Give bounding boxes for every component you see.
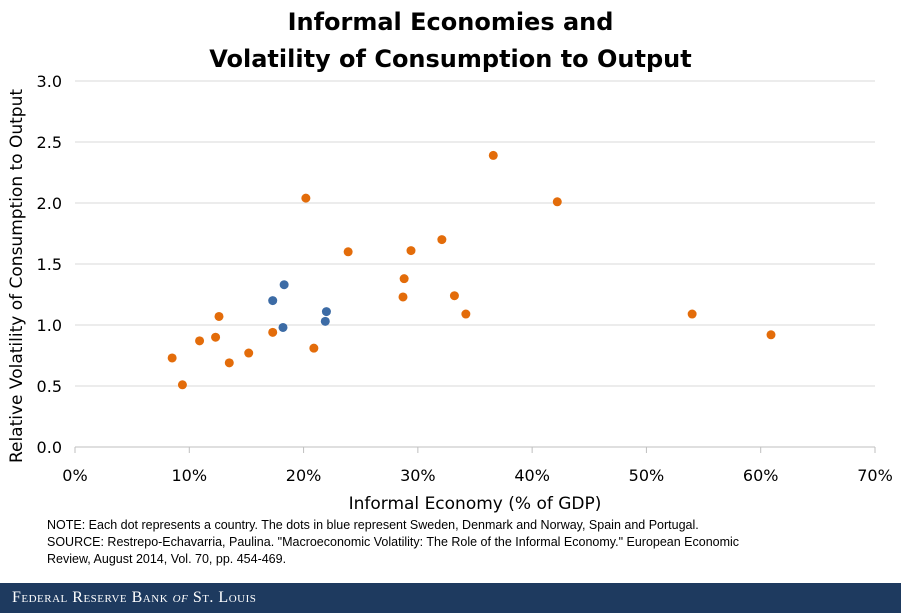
footer-bar: Federal Reserve Bank of St. Louis bbox=[0, 583, 901, 613]
chart-title: Informal Economies and Volatility of Con… bbox=[0, 4, 901, 78]
data-point bbox=[278, 322, 288, 332]
chart-title-line-1: Informal Economies and bbox=[287, 8, 614, 36]
data-point bbox=[488, 150, 498, 160]
scatter-chart: 0.0 0.5 1.0 1.5 2.0 2.5 3.0 0% 10% 20% 30% 40% 50% 6… bbox=[7, 72, 893, 514]
data-point bbox=[268, 327, 278, 337]
x-tick-label: 30% bbox=[400, 466, 436, 485]
y-tick-label: 0.0 bbox=[37, 438, 62, 457]
source-text-line-2: Review, August 2014, Vol. 70, pp. 454-46… bbox=[47, 552, 287, 566]
data-point bbox=[268, 296, 278, 306]
gridlines bbox=[75, 80, 875, 387]
y-tick-label: 3.0 bbox=[37, 72, 62, 91]
chart-notes: NOTE: Each dot represents a country. The… bbox=[47, 517, 867, 568]
data-point bbox=[461, 309, 471, 319]
data-point bbox=[399, 274, 409, 284]
y-tick-label: 2.0 bbox=[37, 194, 62, 213]
brand-of: of bbox=[172, 589, 189, 606]
x-tick-label: 60% bbox=[743, 466, 779, 485]
data-point bbox=[552, 197, 562, 207]
y-tick-label: 2.5 bbox=[37, 133, 62, 152]
data-point bbox=[211, 332, 221, 342]
data-point bbox=[167, 353, 177, 363]
data-point bbox=[687, 309, 697, 319]
y-axis-label: Relative Volatility of Consumption to Ou… bbox=[7, 89, 27, 463]
x-axis-label: Informal Economy (% of GDP) bbox=[349, 494, 602, 514]
x-tick-label: 70% bbox=[857, 466, 893, 485]
x-tick-label: 20% bbox=[286, 466, 322, 485]
data-point bbox=[309, 343, 319, 353]
data-point bbox=[244, 348, 254, 358]
data-point bbox=[214, 311, 224, 321]
data-point bbox=[449, 291, 459, 301]
x-tick-label: 50% bbox=[629, 466, 665, 485]
data-points bbox=[167, 150, 776, 390]
x-tick-label: 10% bbox=[172, 466, 208, 485]
x-tick-label: 40% bbox=[514, 466, 550, 485]
brand-part-2: St. Louis bbox=[188, 589, 257, 606]
fed-logo-text: Federal Reserve Bank of St. Louis bbox=[12, 589, 256, 607]
data-point bbox=[437, 235, 447, 245]
y-tick-label: 1.0 bbox=[37, 316, 62, 335]
brand-part-1: Federal Reserve Bank bbox=[12, 589, 173, 606]
data-point bbox=[177, 380, 187, 390]
data-point bbox=[224, 358, 234, 368]
data-point bbox=[320, 316, 330, 326]
data-point bbox=[766, 330, 776, 340]
data-point bbox=[398, 292, 408, 302]
data-point bbox=[279, 280, 289, 290]
chart-title-line-2: Volatility of Consumption to Output bbox=[209, 45, 692, 73]
data-point bbox=[321, 307, 331, 317]
data-point bbox=[195, 336, 205, 346]
note-text: NOTE: Each dot represents a country. The… bbox=[47, 518, 699, 532]
data-point bbox=[406, 246, 416, 256]
x-tick-labels: 0% 10% 20% 30% 40% 50% 60% 70% bbox=[62, 466, 892, 485]
data-point bbox=[301, 193, 311, 203]
y-tick-label: 1.5 bbox=[37, 255, 62, 274]
data-point bbox=[343, 247, 353, 257]
y-tick-label: 0.5 bbox=[37, 377, 62, 396]
y-tick-labels: 0.0 0.5 1.0 1.5 2.0 2.5 3.0 bbox=[37, 72, 62, 457]
axes bbox=[74, 446, 876, 453]
x-tick-label: 0% bbox=[62, 466, 87, 485]
source-text-line-1: SOURCE: Restrepo-Echavarria, Paulina. "M… bbox=[47, 535, 740, 549]
